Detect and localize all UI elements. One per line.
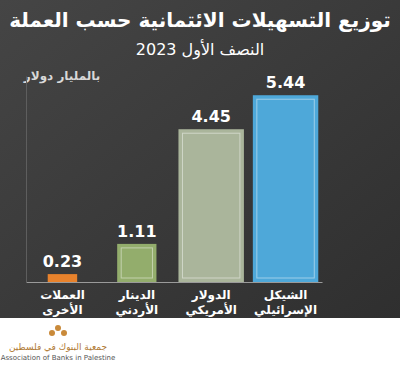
bar [178, 129, 243, 282]
y-axis-line [26, 77, 27, 283]
x-tick: الدولارالأمريكي [185, 282, 237, 317]
x-axis: العملاتالأخرى الدينارالأردني الدولارالأمري… [27, 282, 323, 317]
data-label: 0.23 [43, 252, 82, 271]
logo-text: Association of Banks in Palestine [1, 354, 116, 362]
unit-label: بالمليار دولار [23, 69, 100, 84]
x-tick-label: العملاتالأخرى [40, 288, 85, 317]
data-label: 4.45 [191, 107, 230, 126]
logo-text: جمعية البنوك في فلسطين [9, 342, 107, 352]
title: توزيع التسهيلات الائتمانية حسب العملة [9, 8, 391, 32]
chart: توزيع التسهيلات الائتمانية حسب العملة الن… [0, 0, 400, 365]
x-tick-label: الدولارالأمريكي [185, 288, 237, 317]
data-label: 5.44 [266, 73, 305, 92]
bar-border [182, 133, 239, 278]
bars [48, 95, 319, 282]
logo-mark [55, 325, 61, 331]
bar-border [257, 99, 314, 278]
logo-mark [49, 330, 55, 336]
y-axis [26, 77, 27, 283]
bar [117, 244, 156, 282]
logo-mark [61, 330, 67, 336]
x-tick: الشيكلالإسرائيلي [254, 282, 317, 317]
bar-border [121, 248, 152, 278]
x-tick: الدينارالأردني [115, 282, 158, 317]
x-axis-line [27, 282, 323, 283]
subtitle: النصف الأول 2023 [136, 39, 264, 60]
data-label: 1.11 [117, 222, 156, 241]
x-tick: العملاتالأخرى [40, 282, 85, 317]
x-tick-label: الشيكلالإسرائيلي [254, 288, 317, 317]
background [0, 0, 400, 318]
footer [0, 318, 400, 365]
bar [253, 95, 318, 282]
x-tick-label: الدينارالأردني [115, 288, 158, 317]
logo [49, 325, 67, 336]
bar [48, 274, 77, 282]
